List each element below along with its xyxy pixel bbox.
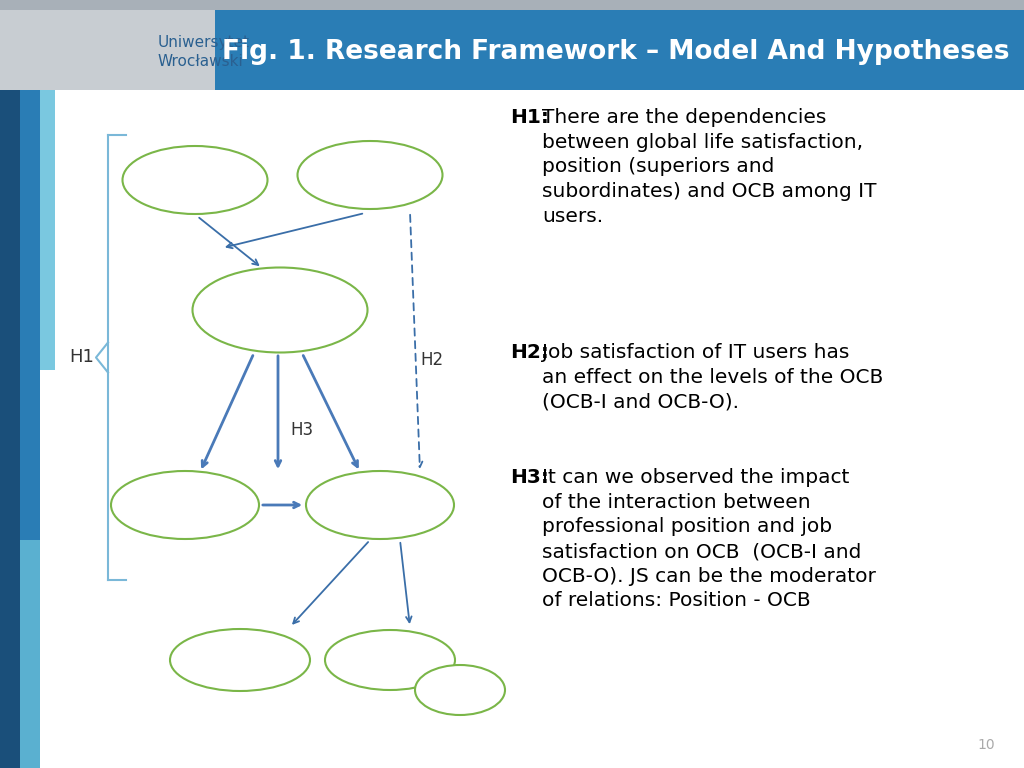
Bar — [20, 540, 40, 768]
Ellipse shape — [298, 141, 442, 209]
Text: H3: H3 — [290, 421, 313, 439]
Bar — [215, 10, 1024, 90]
Text: H1:: H1: — [510, 108, 549, 127]
Ellipse shape — [193, 267, 368, 353]
Ellipse shape — [123, 146, 267, 214]
Text: Fig. 1. Research Framework – Model And Hypotheses: Fig. 1. Research Framework – Model And H… — [222, 39, 1010, 65]
Bar — [20, 90, 40, 540]
Bar — [0, 0, 1024, 10]
Text: H1: H1 — [70, 349, 94, 366]
Ellipse shape — [170, 629, 310, 691]
Ellipse shape — [306, 471, 454, 539]
Bar — [0, 10, 215, 90]
Text: There are the dependencies
between global life satisfaction,
position (superiors: There are the dependencies between globa… — [542, 108, 877, 226]
Text: H3:: H3: — [510, 468, 549, 487]
Text: Uniwersytet
Wrocławski: Uniwersytet Wrocławski — [158, 35, 250, 69]
Text: H2: H2 — [420, 351, 443, 369]
Text: 10: 10 — [977, 738, 995, 752]
Bar — [0, 90, 20, 768]
Text: It can we observed the impact
of the interaction between
professional position a: It can we observed the impact of the int… — [542, 468, 876, 611]
Ellipse shape — [111, 471, 259, 539]
Ellipse shape — [415, 665, 505, 715]
Text: Job satisfaction of IT users has
an effect on the levels of the OCB
(OCB-I and O: Job satisfaction of IT users has an effe… — [542, 343, 884, 412]
Text: H2:: H2: — [510, 343, 549, 362]
Bar — [40, 90, 55, 370]
Ellipse shape — [325, 630, 455, 690]
